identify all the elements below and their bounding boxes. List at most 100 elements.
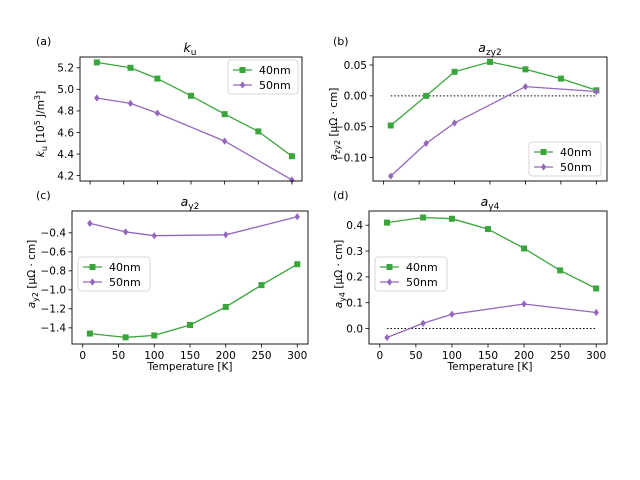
data-point-40nm	[487, 58, 493, 65]
y-tick-label: −0.05	[335, 122, 367, 134]
y-tick-label: 0.4	[346, 220, 363, 232]
x-tick-label: 300	[287, 350, 307, 362]
panel-b: (b) azy2 azy2 [μΩ · cm] −0.10 −0.05 0.00 0.…	[328, 35, 608, 185]
data-point-50nm	[521, 300, 527, 308]
panel-label-a: (a)	[36, 35, 51, 48]
y-tick-label: 5.2	[57, 63, 74, 75]
x-tick-label: 250	[550, 350, 570, 362]
data-point-50nm	[294, 213, 300, 221]
x-axis-label-d: Temperature [K]	[447, 361, 533, 373]
data-point-40nm	[423, 92, 430, 99]
series-line-50nm	[386, 303, 597, 339]
plot-area-d: 0 50 100 150 200 250 300 0.0 0.1 0.2 0.3 0.4 40nm 50n…	[346, 210, 608, 362]
y-tick-label: −0.10	[335, 152, 367, 164]
data-point-50nm	[451, 119, 458, 127]
legend-label-40nm: 40nm	[109, 261, 141, 274]
x-tick-label: 300	[586, 350, 606, 362]
legend-marker-50nm	[540, 163, 547, 171]
y-tick-label: −1.0	[41, 285, 67, 297]
legend-marker-50nm	[89, 278, 96, 286]
data-point-50nm	[522, 83, 529, 91]
x-tick-label: 200	[514, 350, 534, 362]
data-point-40nm	[127, 64, 134, 71]
legend: 40nm 50nm	[374, 256, 448, 292]
x-axis-label-c: Temperature [K]	[147, 361, 233, 373]
legend-label-40nm: 40nm	[560, 146, 592, 159]
legend-label-40nm: 40nm	[259, 64, 291, 77]
plot-area-a: 4.2 4.4 4.6 4.8 5.0 5.2 40nm 50nm	[57, 56, 303, 185]
panel-c: (c) ay2 ay2 [μΩ · cm] Temperature [K] 0 5…	[26, 189, 309, 373]
data-point-40nm	[557, 267, 564, 274]
data-point-50nm	[593, 308, 599, 317]
data-point-40nm	[221, 111, 228, 118]
data-point-40nm	[258, 282, 265, 289]
y-tick-label: 0.05	[344, 60, 367, 72]
y-axis-label-a: ku [105 J/m3]	[33, 91, 49, 157]
panel-label-b: (b)	[333, 35, 349, 48]
data-point-40nm	[188, 92, 194, 99]
x-tick-label: 200	[216, 350, 236, 362]
data-point-50nm	[154, 109, 161, 117]
panel-title-c: ay2	[181, 194, 200, 212]
y-tick-label: 4.6	[57, 127, 74, 139]
plot-area-c: 0 50 100 150 200 250 300 −1.4 −1.2 −1.0 −0.8 −0.6 −0…	[41, 210, 309, 362]
panel-title-b: azy2	[478, 40, 501, 58]
data-point-40nm	[384, 219, 391, 226]
legend-marker-40nm	[540, 149, 547, 155]
legend-marker-40nm	[239, 67, 246, 73]
legend-label-50nm: 50nm	[560, 161, 592, 174]
data-point-40nm	[222, 303, 229, 310]
y-tick-label: 0.1	[346, 297, 363, 309]
data-point-50nm	[593, 87, 600, 96]
data-point-40nm	[122, 334, 129, 341]
data-point-50nm	[87, 219, 93, 227]
data-point-50nm	[223, 231, 229, 239]
data-point-40nm	[93, 59, 100, 66]
y-tick-label: 0.00	[344, 91, 367, 103]
data-point-40nm	[485, 226, 491, 233]
data-point-40nm	[451, 68, 458, 75]
y-tick-label: 5.0	[57, 84, 74, 96]
data-point-50nm	[221, 137, 228, 145]
data-point-50nm	[289, 176, 295, 184]
data-point-40nm	[288, 153, 295, 160]
data-point-50nm	[127, 99, 134, 107]
data-point-40nm	[86, 330, 93, 337]
data-point-50nm	[94, 94, 100, 102]
x-tick-label: 150	[478, 350, 498, 362]
y-tick-label: 4.8	[57, 106, 74, 118]
data-point-40nm	[593, 285, 600, 292]
data-point-40nm	[154, 75, 161, 82]
panel-label-d: (d)	[333, 189, 349, 202]
panel-title-a: ku	[184, 40, 197, 58]
y-axis-label-d: ay4 [μΩ · cm]	[333, 240, 347, 309]
panel-d: (d) ay4 ay4 [μΩ · cm] Temperature [K] 0 5…	[333, 189, 608, 373]
data-point-40nm	[151, 332, 158, 339]
legend: 40nm 50nm	[528, 141, 602, 177]
y-tick-label: 0.0	[346, 323, 363, 335]
x-tick-label: 100	[442, 350, 462, 362]
y-tick-label: −0.8	[41, 266, 67, 278]
x-tick-label: 150	[180, 350, 200, 362]
series-line-40nm	[390, 61, 597, 126]
x-tick-label: 250	[251, 350, 271, 362]
plot-area-b: −0.10 −0.05 0.00 0.05 40nm 50nm	[335, 56, 608, 185]
legend-label-50nm: 50nm	[259, 79, 291, 92]
y-tick-label: −1.4	[41, 323, 67, 335]
data-point-40nm	[255, 128, 262, 135]
data-point-40nm	[521, 245, 528, 252]
y-tick-label: −1.2	[41, 304, 67, 316]
legend: 40nm 50nm	[227, 59, 299, 95]
data-point-40nm	[187, 322, 193, 328]
data-point-40nm	[448, 215, 455, 222]
y-axis-label-b: azy2 [μΩ · cm]	[328, 88, 342, 161]
x-tick-label: 0	[79, 350, 86, 362]
data-point-40nm	[294, 261, 301, 268]
legend-marker-40nm	[89, 264, 96, 270]
series-line-50nm	[96, 97, 293, 181]
y-axis-label-c: ay2 [μΩ · cm]	[26, 240, 40, 309]
legend-label-40nm: 40nm	[406, 261, 438, 274]
legend-marker-50nm	[386, 278, 393, 286]
data-point-50nm	[423, 139, 429, 147]
